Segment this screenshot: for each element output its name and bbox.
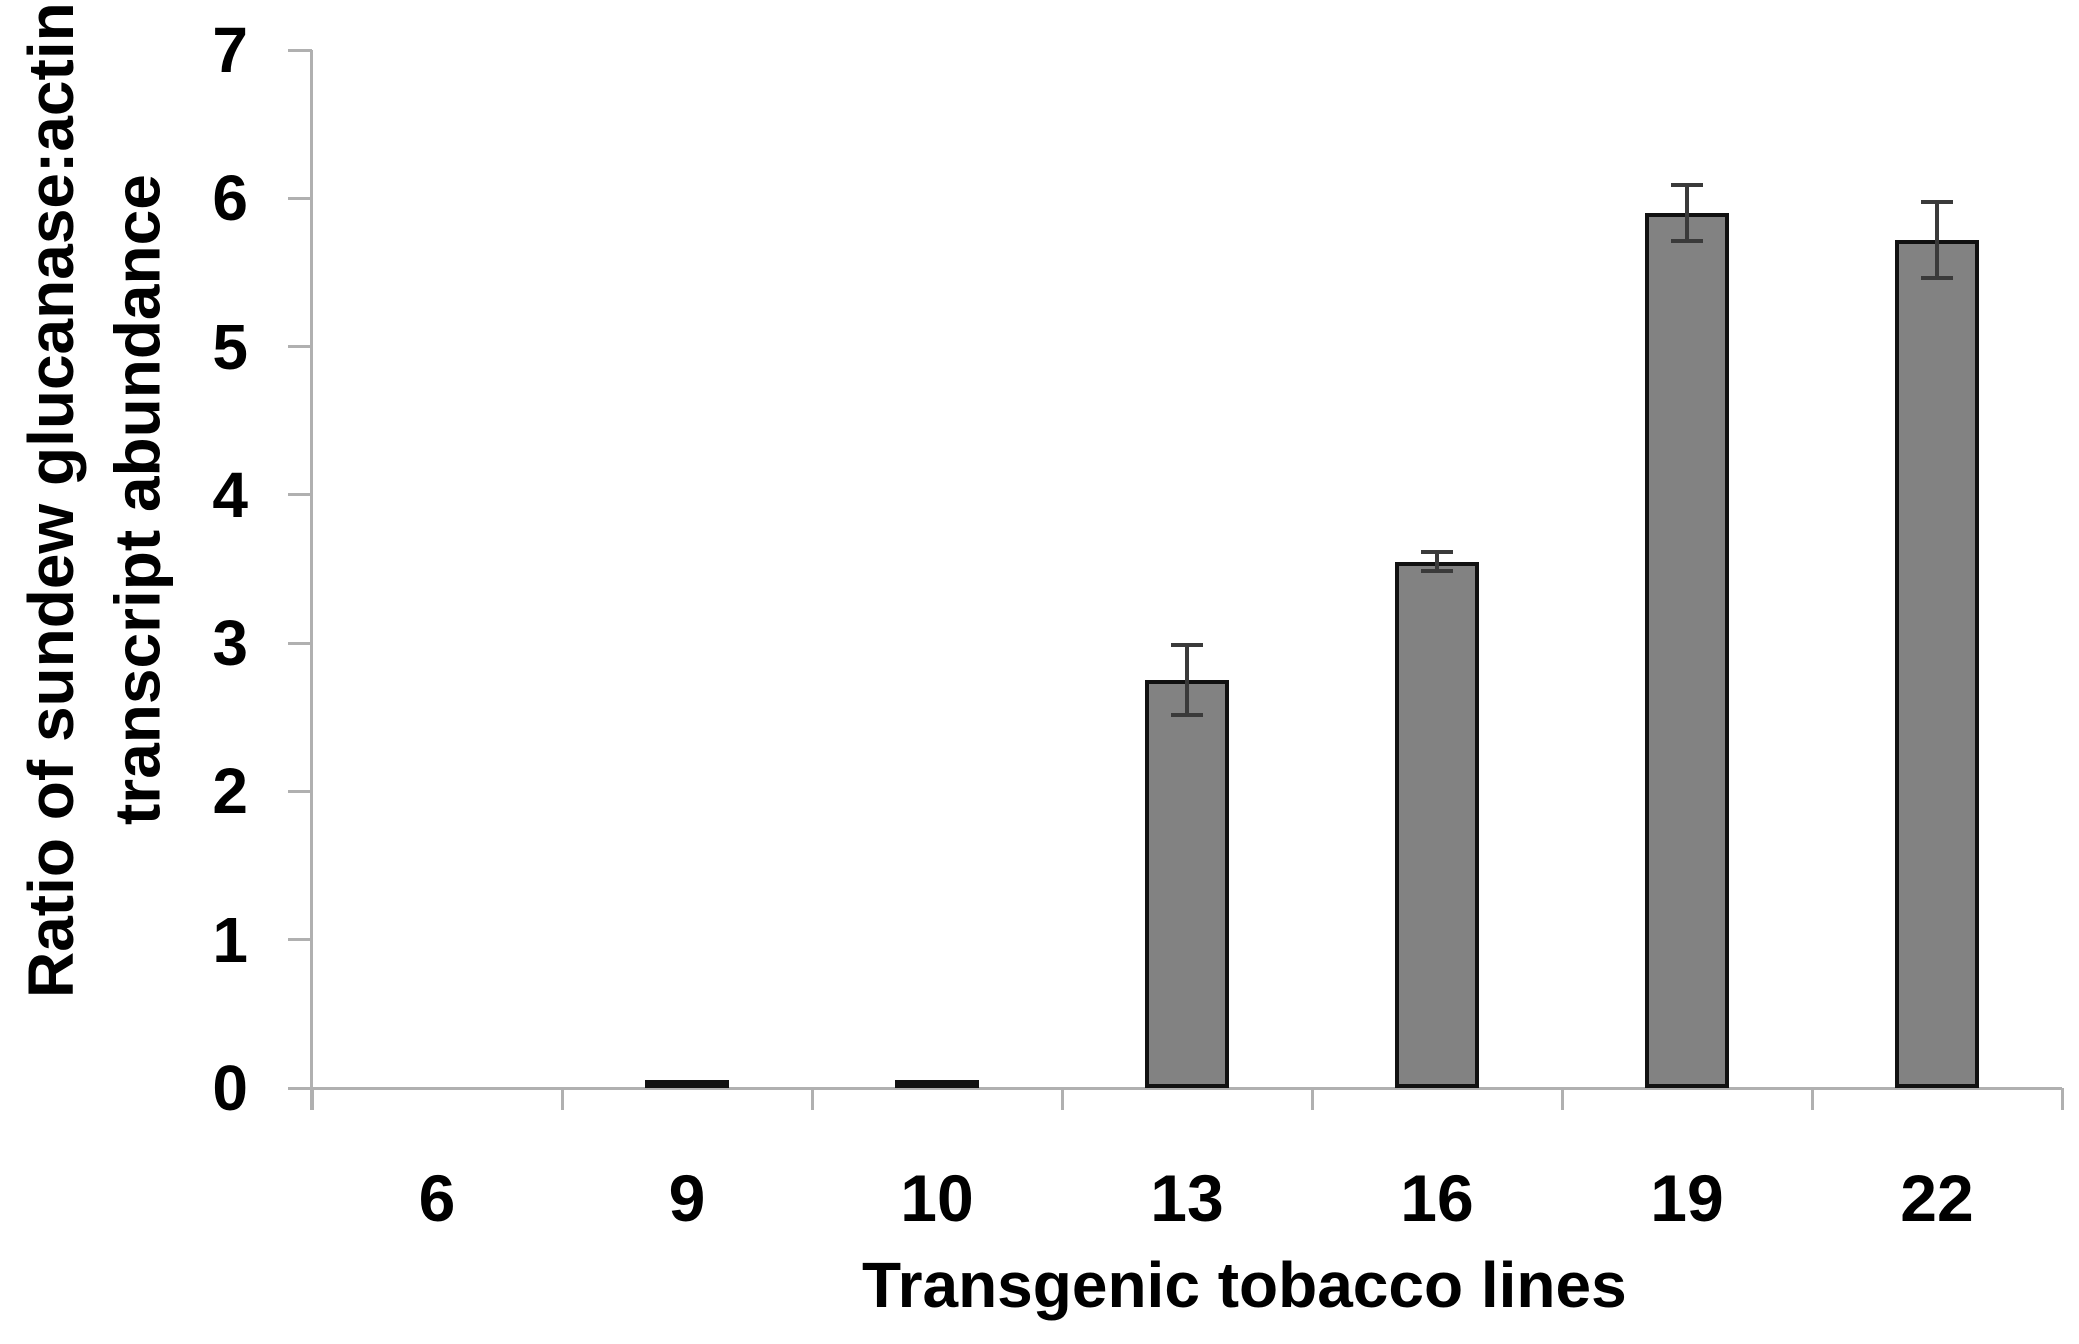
x-tick-label-6: 6: [418, 1161, 456, 1235]
x-tick-label-10: 10: [900, 1161, 974, 1235]
x-axis-line: [288, 1087, 2062, 1090]
y-tick-label-4: 4: [212, 458, 248, 531]
y-tick-4: [288, 493, 312, 497]
bar-10: [895, 1080, 979, 1088]
error-bar-22: [1921, 50, 1953, 1088]
y-axis-line: [310, 50, 313, 1110]
error-line-19: [1685, 183, 1689, 243]
y-tick-label-2: 2: [212, 755, 248, 828]
error-bar-16: [1421, 50, 1453, 1088]
x-tick-boundary-6: [1810, 1088, 1814, 1110]
y-tick-5: [288, 345, 312, 349]
bar-16: [1395, 561, 1479, 1088]
x-axis-title: Transgenic tobacco lines: [862, 1249, 1627, 1321]
y-tick-label-0: 0: [212, 1052, 248, 1124]
y-tick-label-3: 3: [212, 607, 248, 680]
x-tick-label-19: 19: [1650, 1161, 1724, 1235]
y-tick-2: [288, 789, 312, 793]
x-tick-label-9: 9: [668, 1161, 706, 1235]
x-tick-boundary-1: [560, 1088, 564, 1110]
x-tick-label-22: 22: [1900, 1161, 1974, 1235]
bar-9: [645, 1080, 729, 1088]
y-axis-title-line1: Ratio of sundew glucanase:actin: [15, 2, 87, 998]
x-tick-label-13: 13: [1150, 1161, 1224, 1235]
y-tick-label-6: 6: [212, 162, 248, 235]
error-line-13: [1185, 643, 1189, 718]
error-line-16: [1435, 549, 1439, 574]
y-tick-1: [288, 938, 312, 942]
x-tick-boundary-7: [2060, 1088, 2064, 1110]
x-tick-boundary-4: [1310, 1088, 1314, 1110]
bar-22: [1895, 239, 1979, 1088]
y-tick-6: [288, 196, 312, 200]
error-bar-19: [1671, 50, 1703, 1088]
y-tick-label-1: 1: [212, 903, 248, 976]
x-tick-boundary-3: [1060, 1088, 1064, 1110]
y-tick-3: [288, 641, 312, 645]
bar-13: [1145, 680, 1229, 1088]
error-bar-13: [1171, 50, 1203, 1088]
x-tick-boundary-2: [810, 1088, 814, 1110]
y-tick-label-5: 5: [212, 310, 248, 383]
x-tick-label-16: 16: [1400, 1161, 1474, 1235]
bar-19: [1645, 213, 1729, 1088]
x-tick-boundary-0: [310, 1088, 314, 1110]
error-line-22: [1935, 199, 1939, 280]
y-tick-label-7: 7: [212, 14, 248, 86]
x-tick-boundary-5: [1560, 1088, 1564, 1110]
y-tick-7: [288, 48, 312, 52]
y-tick-0: [288, 1086, 312, 1090]
plot-area: [312, 50, 2062, 1088]
